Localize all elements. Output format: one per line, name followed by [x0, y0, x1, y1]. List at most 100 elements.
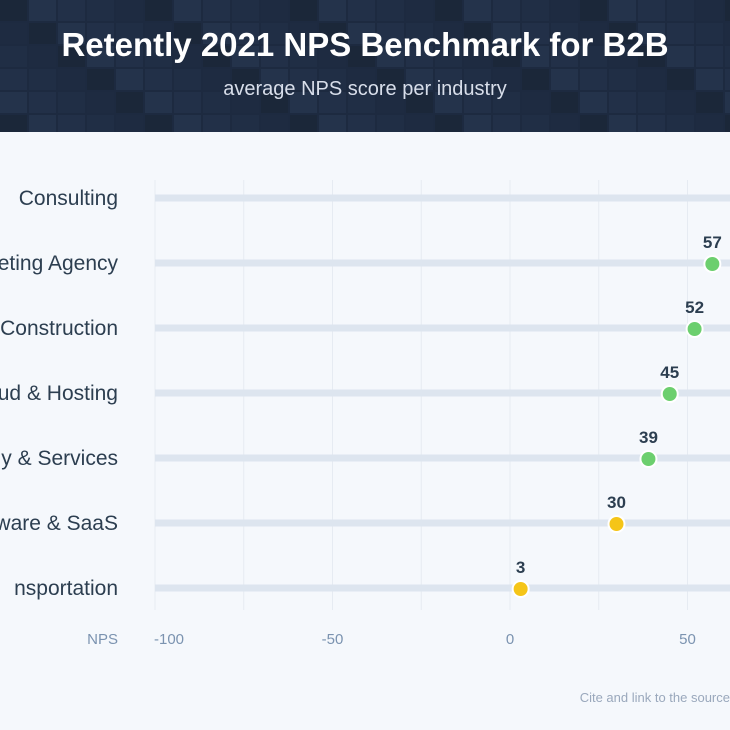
header-tile — [290, 92, 317, 113]
header-tile — [348, 23, 375, 44]
header-tile — [203, 115, 230, 132]
category-label: y & Services — [1, 447, 118, 470]
header-tile — [435, 46, 462, 67]
header-tile — [580, 46, 607, 67]
header-tile — [435, 115, 462, 132]
header-tile — [522, 0, 549, 21]
header-tile — [116, 46, 143, 67]
category-label: Consulting — [19, 187, 118, 210]
header-tile — [638, 92, 665, 113]
header-tile — [551, 92, 578, 113]
header-tile — [87, 46, 114, 67]
header-tile — [435, 0, 462, 21]
header-tile — [290, 69, 317, 90]
header-tile — [232, 46, 259, 67]
nps-point — [685, 320, 704, 338]
header-tile — [609, 115, 636, 132]
header-tile — [406, 92, 433, 113]
header-tile — [522, 92, 549, 113]
header-tile — [609, 69, 636, 90]
value-label: 52 — [685, 298, 704, 317]
header-tile — [0, 23, 27, 44]
header-tile — [493, 0, 520, 21]
header-tile — [551, 69, 578, 90]
header-tile — [348, 115, 375, 132]
header-tile — [174, 23, 201, 44]
header-tile — [29, 69, 56, 90]
header-tile — [493, 69, 520, 90]
header-tile — [377, 115, 404, 132]
x-tick-label: 0 — [506, 631, 514, 648]
header-tile — [406, 69, 433, 90]
header-tile — [0, 46, 27, 67]
header-tile — [87, 0, 114, 21]
header-tile — [145, 69, 172, 90]
header-tile — [580, 92, 607, 113]
header-tile — [145, 92, 172, 113]
header-tile — [290, 115, 317, 132]
nps-point — [660, 385, 679, 403]
header-tile — [232, 92, 259, 113]
value-label: 3 — [516, 558, 525, 577]
header-tile — [203, 92, 230, 113]
header-tile — [667, 0, 694, 21]
category-label: ware & SaaS — [0, 512, 118, 535]
header-tile — [87, 92, 114, 113]
header-tile — [0, 92, 27, 113]
header-tile — [551, 115, 578, 132]
header-tile — [319, 69, 346, 90]
nps-point — [607, 515, 626, 533]
header-tile — [116, 69, 143, 90]
x-tick-label: 50 — [679, 631, 696, 648]
header-tile — [29, 0, 56, 21]
header-tile — [667, 92, 694, 113]
header-tile — [203, 23, 230, 44]
header-tile — [58, 69, 85, 90]
header-tile — [406, 46, 433, 67]
header-tile — [551, 46, 578, 67]
value-label: 45 — [660, 363, 679, 382]
header-tile — [406, 0, 433, 21]
header-tile — [0, 69, 27, 90]
header-tile — [290, 0, 317, 21]
header-tile — [0, 115, 27, 132]
nps-point — [639, 450, 658, 468]
header-tile — [667, 46, 694, 67]
category-label: eting Agency — [0, 252, 118, 275]
header-tile — [58, 0, 85, 21]
header-tile — [29, 92, 56, 113]
header-tile — [203, 0, 230, 21]
header-tile — [232, 23, 259, 44]
header-tile — [667, 69, 694, 90]
header-tile — [725, 69, 730, 90]
header-tile — [348, 92, 375, 113]
header-tile — [435, 69, 462, 90]
header-tile — [696, 23, 723, 44]
header-tile — [203, 69, 230, 90]
header-tile — [116, 115, 143, 132]
header-tile — [464, 46, 491, 67]
header-tile — [290, 23, 317, 44]
header-tile — [667, 115, 694, 132]
header-tile — [261, 46, 288, 67]
cite-source-link[interactable]: Cite and link to the source — [579, 690, 730, 705]
header-tile — [348, 0, 375, 21]
header-tile — [609, 0, 636, 21]
header-tile — [87, 69, 114, 90]
header-tile — [319, 0, 346, 21]
header-tile — [0, 0, 27, 21]
header-tile — [522, 23, 549, 44]
header-tile — [725, 115, 730, 132]
category-label: nsportation — [14, 577, 118, 600]
header-tile — [406, 23, 433, 44]
x-axis-label: NPS — [87, 631, 118, 648]
header-tile — [261, 0, 288, 21]
header-tile — [609, 92, 636, 113]
header-tile — [493, 115, 520, 132]
nps-point — [703, 255, 722, 273]
header-tile — [435, 92, 462, 113]
header-tile — [261, 92, 288, 113]
header-tile — [725, 92, 730, 113]
header-tile — [348, 69, 375, 90]
header-tile — [174, 115, 201, 132]
